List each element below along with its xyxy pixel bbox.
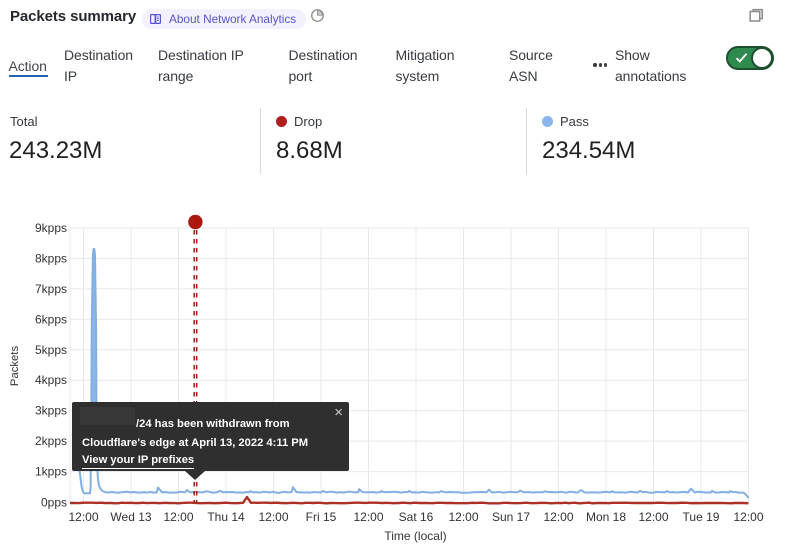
svg-text:Sat 16: Sat 16 bbox=[399, 510, 434, 524]
svg-text:Mon 18: Mon 18 bbox=[586, 510, 626, 524]
svg-text:Packets: Packets bbox=[9, 346, 21, 387]
svg-text:Time (local): Time (local) bbox=[384, 529, 446, 543]
svg-text:12:00: 12:00 bbox=[638, 510, 668, 524]
svg-text:12:00: 12:00 bbox=[68, 510, 98, 524]
svg-text:1kpps: 1kpps bbox=[35, 465, 67, 479]
svg-text:9kpps: 9kpps bbox=[35, 221, 67, 235]
svg-text:12:00: 12:00 bbox=[353, 510, 383, 524]
svg-text:12:00: 12:00 bbox=[258, 510, 288, 524]
svg-text:12:00: 12:00 bbox=[163, 510, 193, 524]
svg-text:6kpps: 6kpps bbox=[35, 312, 67, 326]
svg-text:3kpps: 3kpps bbox=[35, 404, 67, 418]
svg-text:2kpps: 2kpps bbox=[35, 434, 67, 448]
svg-text:0pps: 0pps bbox=[41, 496, 67, 510]
svg-text:Wed 13: Wed 13 bbox=[110, 510, 151, 524]
svg-text:12:00: 12:00 bbox=[448, 510, 478, 524]
svg-text:Fri 15: Fri 15 bbox=[306, 510, 337, 524]
svg-text:Thu 14: Thu 14 bbox=[207, 510, 245, 524]
svg-text:Tue 19: Tue 19 bbox=[683, 510, 720, 524]
svg-text:12:00: 12:00 bbox=[733, 510, 763, 524]
svg-text:Sun 17: Sun 17 bbox=[492, 510, 530, 524]
svg-text:5kpps: 5kpps bbox=[35, 343, 67, 357]
svg-text:4kpps: 4kpps bbox=[35, 373, 67, 387]
svg-text:12:00: 12:00 bbox=[543, 510, 573, 524]
svg-text:8kpps: 8kpps bbox=[35, 251, 67, 265]
svg-text:7kpps: 7kpps bbox=[35, 282, 67, 296]
